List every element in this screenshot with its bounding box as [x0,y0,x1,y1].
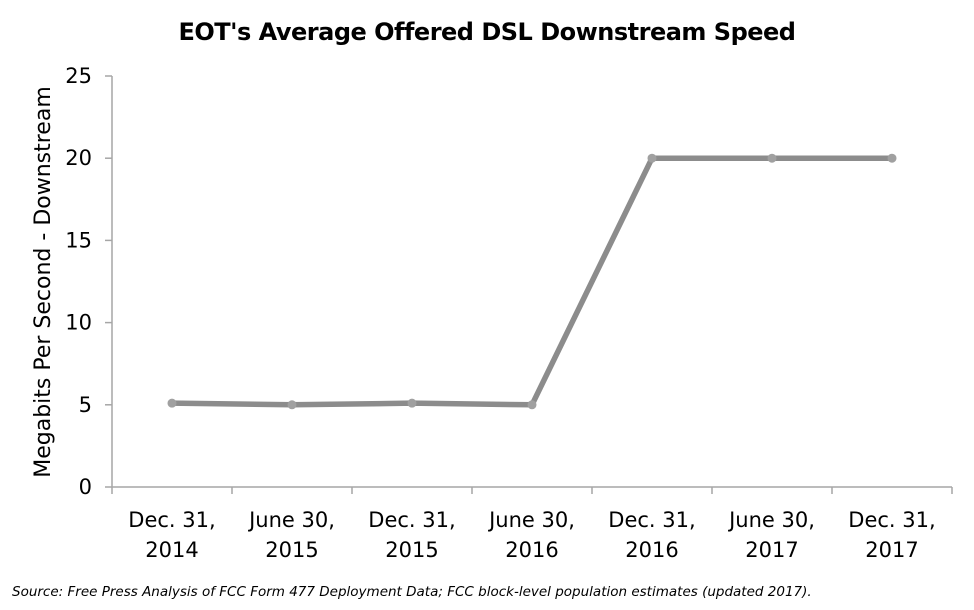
y-axis: 0 5 10 15 20 25 [65,64,113,499]
x-tick-label-line: 2017 [745,538,798,562]
x-tick-label-line: 2014 [145,538,198,562]
x-tick-label-line: 2016 [625,538,678,562]
x-tick-label-line: June 30, [727,508,815,532]
x-tick-label-line: Dec. 31, [368,508,455,532]
chart-title: EOT's Average Offered DSL Downstream Spe… [178,18,796,46]
source-note: Source: Free Press Analysis of FCC Form … [12,584,812,600]
x-tick-label: Dec. 31, 2016 [608,508,695,562]
x-tick-label-line: 2015 [385,538,438,562]
x-tick-label: June 30, 2017 [727,508,815,562]
data-point [407,398,417,408]
data-point [167,398,177,408]
x-tick-label-line: 2015 [265,538,318,562]
x-tick-label-line: Dec. 31, [128,508,215,532]
data-point [887,153,897,163]
y-tick-label: 5 [79,393,92,417]
y-tick-label: 15 [65,228,92,252]
x-tick-label-line: 2017 [865,538,918,562]
x-tick-label: June 30, 2015 [247,508,335,562]
data-point [527,400,537,410]
y-tick-label: 0 [79,475,92,499]
x-tick-label-line: June 30, [487,508,575,532]
x-tick-label-line: June 30, [247,508,335,532]
x-tick-label: Dec. 31, 2014 [128,508,215,562]
x-tick-label: Dec. 31, 2015 [368,508,455,562]
x-tick-label: Dec. 31, 2017 [848,508,935,562]
x-tick-label-line: 2016 [505,538,558,562]
data-point [767,153,777,163]
x-tick-label: June 30, 2016 [487,508,575,562]
y-tick-label: 25 [65,64,92,88]
data-point [647,153,657,163]
y-tick-label: 10 [65,311,92,335]
x-tick-label-line: Dec. 31, [608,508,695,532]
series [167,153,897,410]
data-point [287,400,297,410]
x-tick-label-line: Dec. 31, [848,508,935,532]
series-line [169,155,895,408]
y-tick-label: 20 [65,146,92,170]
y-axis-title: Megabits Per Second - Downstream [31,86,56,478]
